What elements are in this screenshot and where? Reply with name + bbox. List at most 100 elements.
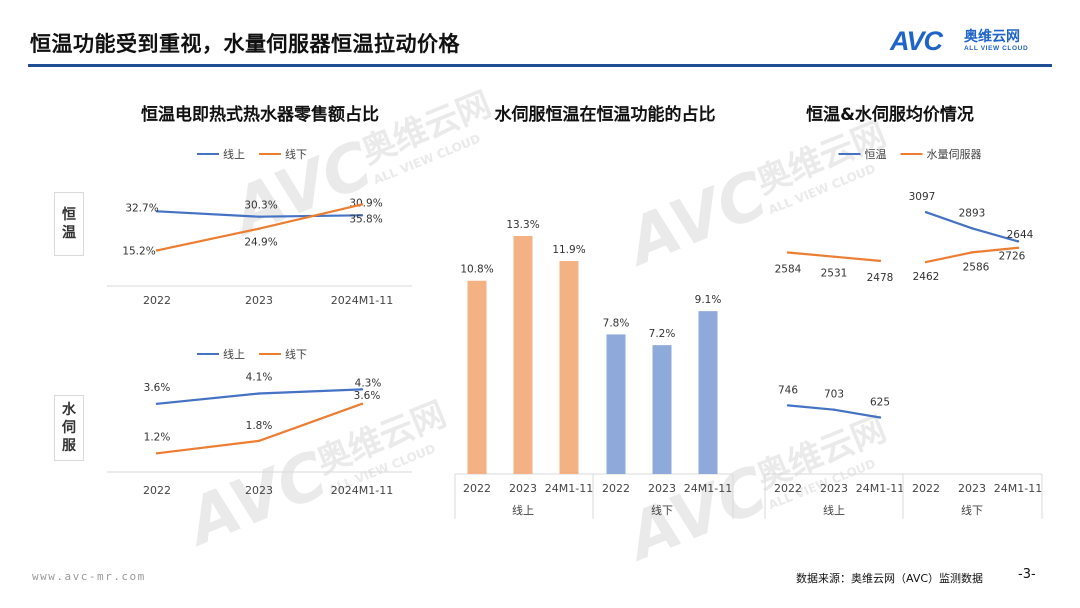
x-tick-label: 2022	[143, 294, 171, 307]
data-point	[360, 203, 364, 206]
x-tick-label: 2023	[820, 482, 848, 495]
data-point	[155, 249, 159, 252]
right-chart-title: 恒温&水伺服均价情况	[806, 105, 974, 125]
x-tick-label: 2023	[648, 482, 676, 495]
data-label: 24.9%	[244, 237, 277, 249]
data-label: 7.2%	[649, 328, 676, 340]
series-line-online	[156, 388, 363, 405]
x-group-label: 线上	[512, 503, 534, 517]
data-point	[360, 388, 364, 391]
data-point	[155, 210, 159, 213]
data-point	[786, 404, 790, 407]
footer-url[interactable]: www.avc-mr.com	[32, 570, 146, 583]
x-tick-label: 2022	[774, 482, 802, 495]
data-point	[786, 251, 790, 254]
x-tick-label: 24M1-11	[684, 482, 732, 495]
x-tick-label: 2024M1-11	[331, 294, 393, 307]
data-point	[878, 416, 882, 419]
x-tick-label: 2022	[602, 482, 630, 495]
bar	[606, 334, 626, 474]
data-label: 11.9%	[552, 244, 585, 256]
footer-source: 数据来源：奥维云网（AVC）监测数据	[796, 572, 984, 585]
data-point	[257, 392, 261, 395]
logo-cn: 奥维云网	[964, 29, 1020, 45]
data-label: 703	[824, 389, 844, 401]
data-label: 7.8%	[603, 317, 630, 329]
data-point	[257, 215, 261, 218]
data-label: 35.8%	[349, 213, 382, 225]
x-group-label: 线下	[651, 503, 673, 517]
data-point	[1016, 240, 1020, 243]
x-tick-label: 2023	[958, 482, 986, 495]
data-label: 32.7%	[125, 202, 158, 214]
data-label: 13.3%	[506, 219, 539, 231]
data-label: 2726	[999, 250, 1026, 262]
x-tick-label: 24M1-11	[994, 482, 1042, 495]
x-tick-label: 2022	[143, 484, 171, 497]
data-point	[970, 227, 974, 230]
data-label: 1.8%	[246, 420, 273, 432]
row-label-shuisifu: 水伺服	[54, 395, 84, 461]
data-label: 2531	[821, 268, 848, 280]
legend-label: 线下	[285, 347, 307, 361]
x-group-label: 线下	[961, 503, 983, 517]
x-tick-label: 2023	[245, 294, 273, 307]
left-chart-title: 恒温电即热式热水器零售额占比	[141, 105, 379, 125]
data-label: 1.2%	[144, 431, 171, 443]
data-point	[970, 251, 974, 254]
data-label: 2584	[775, 264, 802, 276]
data-point	[924, 211, 928, 214]
logo-en: ALL VIEW CLOUD	[964, 45, 1029, 52]
x-group-label: 线上	[823, 503, 845, 517]
legend-label: 恒温	[865, 148, 887, 161]
data-point	[1016, 246, 1020, 250]
data-point	[155, 452, 159, 455]
data-point	[360, 402, 364, 406]
data-label: 625	[870, 397, 890, 409]
bar	[467, 280, 487, 474]
data-label: 9.1%	[695, 294, 722, 306]
data-label: 3097	[909, 191, 936, 203]
data-label: 10.8%	[460, 264, 493, 276]
x-tick-label: 2023	[245, 484, 273, 497]
data-point	[257, 227, 261, 230]
legend-label: 水量伺服器	[927, 148, 982, 161]
data-label: 2586	[963, 261, 990, 273]
logo-mark: AVC	[890, 26, 943, 56]
avc-logo: AVC 奥维云网 ALL VIEW CLOUD	[890, 24, 1060, 58]
data-label: 15.2%	[122, 245, 155, 257]
data-label: 3.6%	[144, 382, 171, 394]
data-label: 4.3%	[355, 377, 382, 389]
data-point	[832, 255, 836, 258]
bar	[559, 261, 579, 474]
data-point	[155, 402, 159, 406]
legend-label: 线上	[223, 147, 245, 161]
data-label: 30.3%	[244, 200, 277, 212]
x-tick-label: 24M1-11	[545, 482, 593, 495]
x-tick-label: 2024M1-11	[331, 484, 393, 497]
data-label: 3.6%	[354, 390, 381, 402]
header-rule	[28, 64, 1052, 67]
series-line-online	[787, 404, 881, 419]
data-label: 4.1%	[246, 372, 273, 384]
x-tick-label: 2023	[509, 482, 537, 495]
legend-label: 线下	[285, 147, 307, 161]
x-tick-label: 2022	[463, 482, 491, 495]
data-point	[360, 214, 364, 217]
page-number: -3-	[1018, 567, 1036, 582]
page-title: 恒温功能受到重视，水量伺服器恒温拉动价格	[30, 32, 460, 56]
row-label-hengwen: 恒温	[54, 192, 84, 256]
bar	[698, 311, 718, 474]
data-point	[832, 408, 836, 411]
middle-chart-title: 水伺服恒温在恒温功能的占比	[494, 105, 716, 125]
x-tick-label: 24M1-11	[856, 482, 904, 495]
data-label: 30.9%	[349, 197, 382, 209]
data-point	[257, 439, 261, 443]
data-label: 2893	[959, 207, 986, 219]
data-label: 2478	[867, 272, 894, 284]
data-label: 2462	[913, 271, 940, 283]
data-point	[878, 259, 882, 263]
data-point	[924, 260, 928, 264]
bar	[652, 345, 672, 474]
